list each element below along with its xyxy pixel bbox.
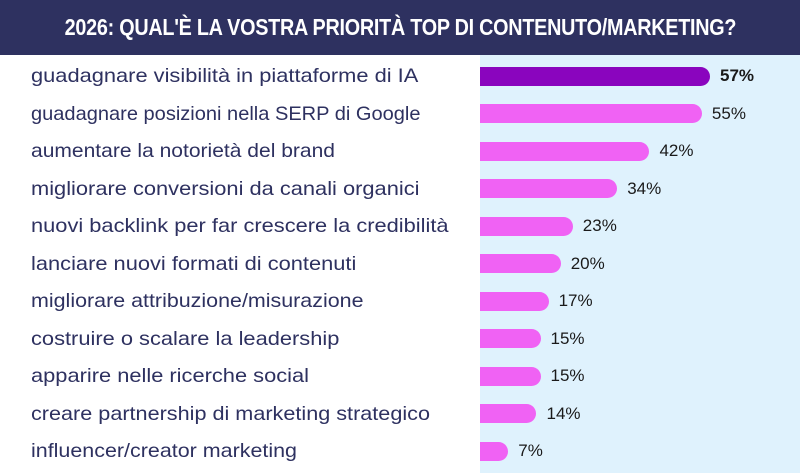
category-label: guadagnare posizioni nella SERP di Googl… bbox=[31, 102, 421, 125]
value-label: 57% bbox=[720, 66, 755, 85]
category-label: creare partnership di marketing strategi… bbox=[31, 402, 430, 425]
category-label: nuovi backlink per far crescere la credi… bbox=[31, 215, 449, 237]
bar bbox=[480, 291, 549, 311]
bar bbox=[480, 179, 618, 198]
category-label: guadagnare visibilità in piattaforme di … bbox=[31, 65, 419, 87]
category-label: aumentare la notorietà del brand bbox=[31, 140, 335, 162]
category-label: lanciare nuovi formati di contenuti bbox=[31, 252, 357, 275]
chart-title: 2026: QUAL'È LA VOSTRA PRIORITÀ TOP DI C… bbox=[64, 14, 736, 40]
value-label: 17% bbox=[558, 291, 593, 310]
value-label: 7% bbox=[518, 441, 543, 460]
value-label: 55% bbox=[711, 103, 746, 123]
bar bbox=[480, 104, 702, 123]
value-label: 34% bbox=[627, 178, 662, 198]
category-label: influencer/creator marketing bbox=[31, 440, 297, 462]
value-label: 23% bbox=[582, 216, 617, 235]
bar bbox=[480, 254, 561, 273]
value-label: 42% bbox=[659, 141, 694, 160]
bar bbox=[480, 329, 541, 348]
bar bbox=[480, 66, 710, 86]
bar bbox=[480, 216, 573, 236]
category-label: costruire o scalare la leadership bbox=[31, 327, 340, 350]
value-label: 15% bbox=[550, 328, 585, 348]
bar bbox=[480, 404, 537, 423]
category-label: apparire nelle ricerche social bbox=[31, 365, 310, 387]
value-label: 20% bbox=[570, 253, 605, 273]
value-label: 15% bbox=[550, 366, 585, 385]
category-label: migliorare conversioni da canali organic… bbox=[31, 177, 420, 200]
bar bbox=[480, 141, 650, 161]
bar bbox=[480, 366, 541, 386]
bar bbox=[480, 441, 509, 461]
value-label: 14% bbox=[546, 403, 581, 423]
title-bar: 2026: QUAL'È LA VOSTRA PRIORITÀ TOP DI C… bbox=[0, 0, 800, 55]
category-label: migliorare attribuzione/misurazione bbox=[31, 290, 364, 312]
